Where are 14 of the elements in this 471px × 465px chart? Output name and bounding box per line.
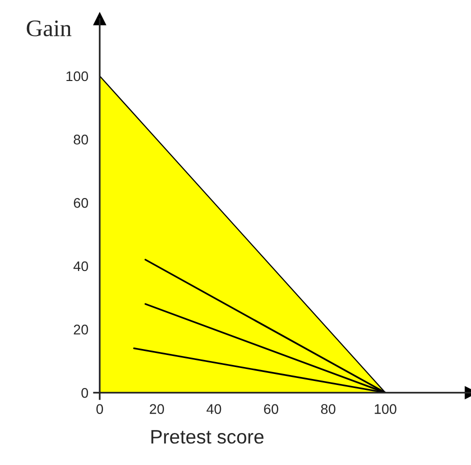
y-axis-title: Gain [26,20,72,36]
y-tick-label: 100 [66,71,88,82]
y-tick-label: 40 [73,261,88,272]
x-axis-title: Pretest score [151,430,264,444]
y-tick-label: 60 [74,198,88,208]
y-tick-label: 80 [74,134,88,145]
x-tick-label: 0 [96,404,104,414]
x-tick-label: 60 [264,404,278,414]
y-tick-label: 0 [81,388,88,398]
x-tick-label: 20 [150,404,164,414]
x-tick-label: 100 [374,404,396,414]
x-tick-label: 40 [206,404,222,414]
y-tick-label: 20 [74,324,88,335]
x-tick-label: 80 [321,404,336,414]
